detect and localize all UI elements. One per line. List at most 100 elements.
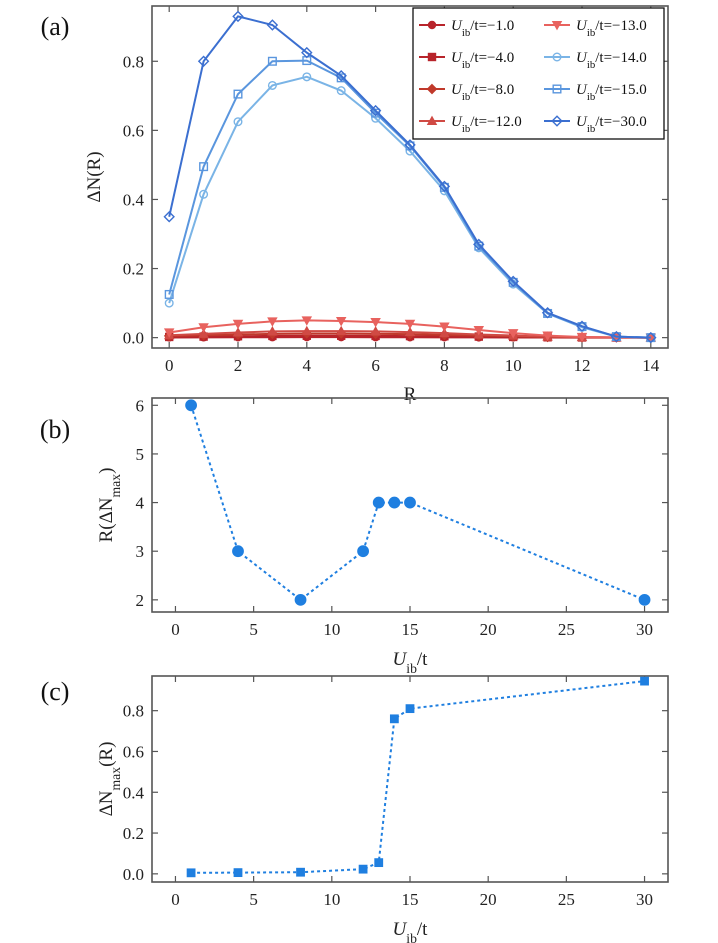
data-point [507,329,519,339]
data-point [507,275,519,288]
legend-marker [427,52,437,62]
data-point [576,332,588,343]
panel-b: 0 5 10 15 20 25 30 2 3 4 5 6 (b) Uib/t R(ΔNmax) [40,396,669,676]
x-tick-label: 25 [558,620,575,639]
y-tick-label: 0.0 [123,865,144,884]
data-point [439,322,450,332]
legend-entry: Uib/t=−14.0 [544,50,647,71]
data-point [473,325,485,336]
data-point [301,325,313,336]
x-tick-label: 20 [480,890,497,909]
data-point [163,328,175,338]
y-tick-label: 0.6 [123,742,144,761]
x-tick-label: 5 [249,620,258,639]
y-axis-label: ΔN(R) [84,151,105,202]
y-tick-label: 3 [136,542,145,561]
data-point [404,139,416,151]
legend-entry: Uib/t=−30.0 [544,114,647,135]
x-tick-label: 0 [171,620,180,639]
series-line [168,15,651,339]
data-point [232,327,244,337]
legend-marker [551,20,563,31]
legend-marker [552,84,562,94]
series-4 [163,316,657,344]
data-point [336,73,346,83]
x-tick-label: 14 [642,356,660,375]
legend-entry: Uib/t=−8.0 [419,82,514,103]
legend-entry: Uib/t=−13.0 [544,18,647,39]
x-tick-label: 15 [402,890,419,909]
data-point [576,320,588,332]
panel-a: 0 2 4 6 8 10 12 14 0.0 0.2 0.4 0.6 0.8 (a) R ΔN(R) Uib/t… [41,5,669,405]
data-point [336,86,346,96]
legend-marker [551,115,563,127]
plot-frame [151,5,669,349]
data-point [301,316,313,326]
legend-label: Uib/t=−14.0 [576,50,647,71]
x-tick-label: 10 [505,356,522,375]
data-point [164,289,174,299]
x-tick-label: 8 [440,356,449,375]
panel-c: 0 5 10 15 20 25 30 0.0 0.2 0.4 0.6 0.8 (c) Uib/t ΔNmax… [41,675,669,943]
x-tick-label: 0 [171,890,180,909]
data-point [233,117,243,127]
data-point [335,70,347,82]
x-tick-label: 5 [249,890,258,909]
x-tick-label: 15 [402,620,419,639]
x-axis-label: Uib/t [393,919,429,943]
x-tick-label: 10 [323,620,340,639]
y-tick-label: 0.2 [123,824,144,843]
data-point [404,496,416,509]
legend-entry: Uib/t=−1.0 [419,18,514,39]
legend-label: Uib/t=−12.0 [451,114,522,135]
data-point [404,326,416,337]
data-point [438,180,451,193]
data-point [199,162,209,172]
y-tick-label: 5 [136,445,145,464]
panel-label: (b) [40,415,70,444]
legend-entry: Uib/t=−12.0 [419,114,522,135]
legend-label: Uib/t=−15.0 [576,82,647,103]
data-point [267,326,278,336]
y-tick-label: 0.6 [123,121,144,140]
legend-entry: Uib/t=−15.0 [544,82,647,103]
data-point [301,46,313,59]
data-point [358,864,368,874]
data-point [542,331,553,341]
y-tick-label: 0.2 [123,260,144,279]
data-point [198,323,209,333]
data-point [266,19,279,31]
x-tick-label: 30 [636,890,653,909]
data-point [294,593,307,606]
data-point [439,327,450,338]
legend-box [412,7,665,140]
x-tick-label: 0 [165,356,174,375]
series-line [191,680,645,874]
x-axis-label: Uib/t [393,649,429,676]
y-tick-label: 0.8 [123,52,144,71]
data-point [199,189,209,199]
data-point [370,326,381,336]
data-point [335,325,347,336]
y-tick-label: 0.0 [123,329,144,348]
data-point [389,714,399,724]
data-point [357,545,369,558]
data-point [638,593,651,606]
data-point [370,318,381,328]
data-point [267,80,277,90]
x-axis-label: R [404,384,417,405]
data-point [302,72,312,82]
legend-label: Uib/t=−30.0 [576,114,647,135]
y-axis-label: R(ΔNmax) [96,468,123,543]
data-point [233,89,243,99]
x-tick-label: 20 [480,620,497,639]
data-point [163,210,175,223]
x-tick-label: 30 [636,620,653,639]
data-point [198,328,209,338]
panel-label: (c) [41,677,70,706]
data-point [186,868,196,878]
data-point [164,298,174,308]
x-tick-label: 4 [303,356,312,375]
legend-marker [426,83,438,95]
